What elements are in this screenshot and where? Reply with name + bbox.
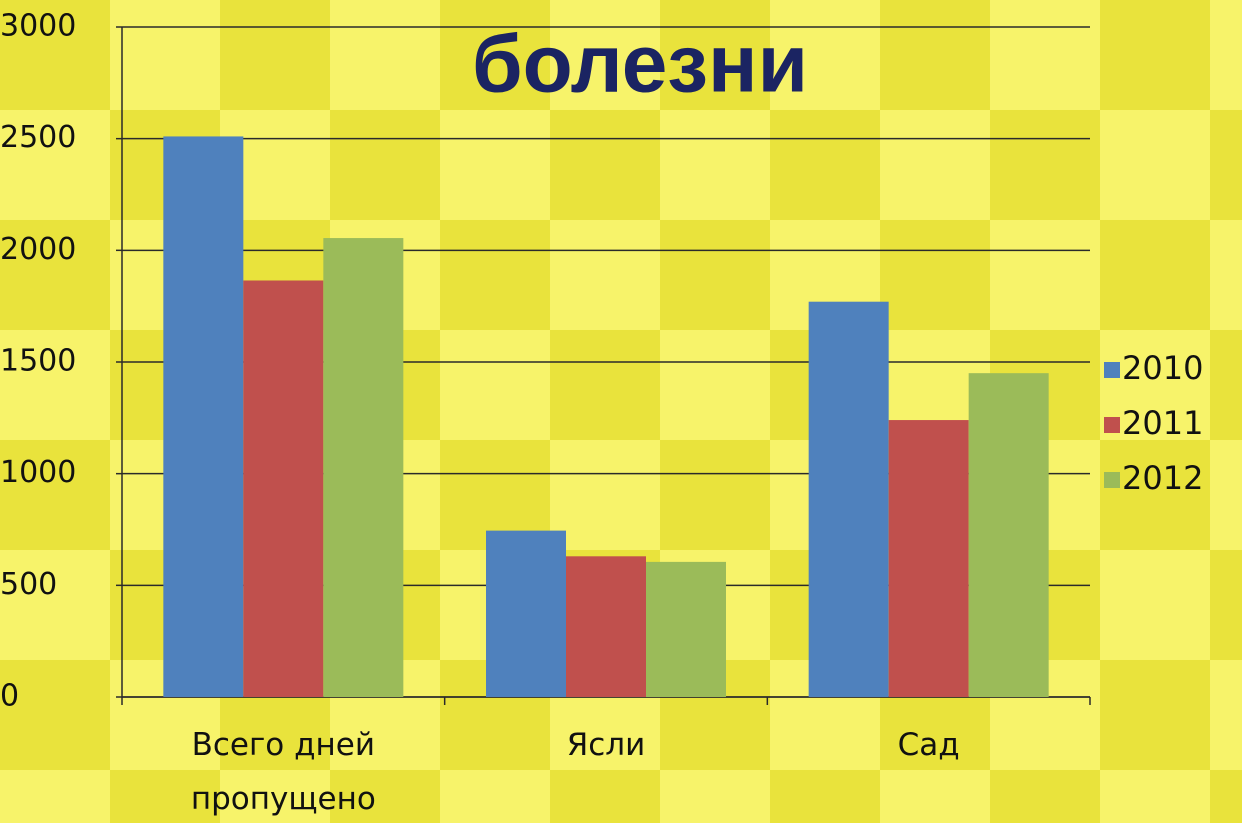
- slide: болезни 0 500 1000 1500 2000 2500 3000 2010 2011…: [0, 0, 1242, 823]
- bar: [243, 280, 323, 697]
- bar: [889, 420, 969, 697]
- x-tick-label: Всего дней пропущено: [168, 718, 398, 823]
- y-tick-label: 2500: [0, 120, 76, 155]
- y-tick-label: 2000: [0, 232, 76, 267]
- y-tick-label: 1000: [0, 455, 76, 490]
- y-tick-label: 1500: [0, 344, 76, 379]
- y-tick-label: 500: [0, 567, 57, 602]
- legend-swatch: [1104, 417, 1120, 433]
- x-tick-label: Ясли: [481, 718, 731, 772]
- bar: [646, 562, 726, 697]
- bar: [323, 238, 403, 697]
- legend-label: 2012: [1122, 459, 1203, 497]
- legend-label: 2010: [1122, 349, 1203, 387]
- chart-title: болезни: [472, 19, 808, 110]
- bar: [969, 373, 1049, 697]
- bar: [809, 302, 889, 697]
- legend-swatch: [1104, 472, 1120, 488]
- y-tick-label: 3000: [0, 9, 76, 44]
- legend-swatch: [1104, 362, 1120, 378]
- chart: болезни 0 500 1000 1500 2000 2500 3000 2010 2011…: [0, 0, 1242, 823]
- bar: [486, 531, 566, 697]
- bar: [163, 136, 243, 697]
- bar: [566, 556, 646, 697]
- legend-label: 2011: [1122, 404, 1203, 442]
- y-tick-label: 0: [0, 679, 19, 714]
- x-tick-label: Сад: [804, 718, 1054, 772]
